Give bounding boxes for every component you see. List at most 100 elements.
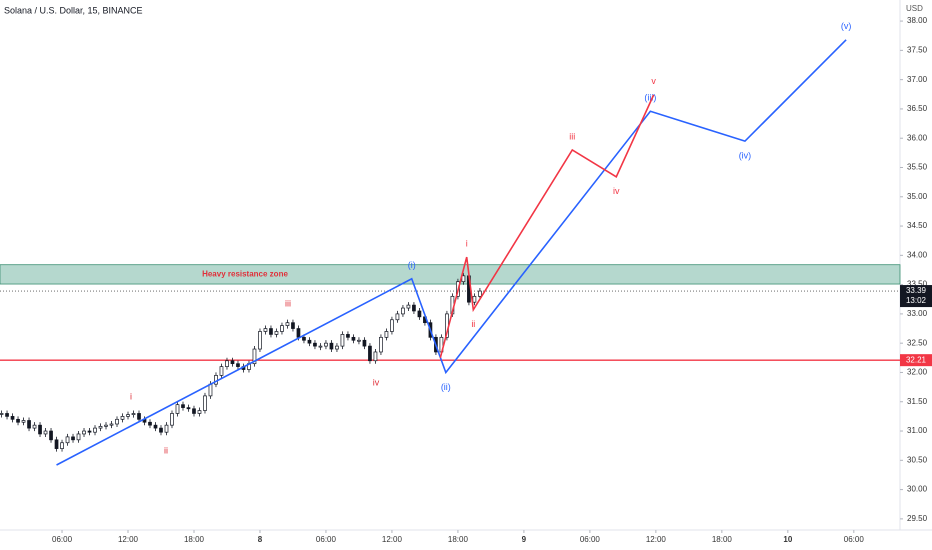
candle bbox=[197, 410, 202, 414]
candle bbox=[131, 413, 136, 415]
wave-label: (ii) bbox=[441, 382, 451, 392]
x-tick-label: 06:00 bbox=[52, 535, 73, 544]
x-tick-label: 18:00 bbox=[448, 535, 469, 544]
candle bbox=[263, 328, 268, 332]
candle bbox=[357, 339, 361, 342]
candle bbox=[368, 345, 372, 362]
candle bbox=[291, 322, 295, 329]
candle bbox=[472, 295, 477, 303]
x-tick-label: 18:00 bbox=[712, 535, 733, 544]
x-tick-label: 12:00 bbox=[382, 535, 403, 544]
candle bbox=[307, 339, 312, 344]
candle bbox=[274, 331, 279, 335]
candle bbox=[71, 436, 75, 441]
wave-label: ii bbox=[164, 445, 168, 455]
x-tick-label: 9 bbox=[522, 535, 527, 544]
y-tick-label: 35.50 bbox=[907, 163, 928, 172]
y-tick-label: 34.50 bbox=[907, 221, 928, 230]
x-tick-label: 06:00 bbox=[316, 535, 337, 544]
candle bbox=[412, 304, 416, 312]
wave-line bbox=[439, 94, 655, 359]
candle bbox=[417, 310, 422, 318]
candle bbox=[126, 414, 130, 417]
candle bbox=[208, 383, 213, 397]
y-tick-label: 38.00 bbox=[907, 16, 928, 25]
candle bbox=[390, 319, 394, 332]
wave-label: (iii) bbox=[644, 93, 656, 103]
candle bbox=[340, 334, 345, 347]
y-tick-label: 33.50 bbox=[907, 280, 928, 289]
y-tick-label: 32.00 bbox=[907, 368, 928, 377]
candle bbox=[379, 336, 383, 353]
candle bbox=[362, 339, 367, 347]
candle bbox=[192, 408, 196, 414]
candle bbox=[115, 418, 119, 425]
x-tick-label: 12:00 bbox=[118, 535, 139, 544]
wave-label: (iv) bbox=[739, 151, 752, 161]
candle bbox=[175, 404, 180, 414]
y-tick-label: 37.50 bbox=[907, 45, 928, 54]
candle bbox=[148, 421, 152, 426]
candle bbox=[10, 416, 15, 420]
currency: USD bbox=[906, 4, 923, 13]
y-tick-label: 36.50 bbox=[907, 104, 928, 113]
candle bbox=[87, 430, 92, 433]
candle bbox=[329, 342, 334, 350]
candle bbox=[181, 404, 185, 408]
x-tick-label: 12:00 bbox=[646, 535, 667, 544]
wave-label: iv bbox=[613, 186, 620, 196]
y-tick-label: 36.00 bbox=[907, 133, 928, 142]
y-tick-label: 34.00 bbox=[907, 250, 928, 259]
candle bbox=[335, 345, 339, 350]
wave-label: ii bbox=[471, 319, 475, 329]
chart-title: Solana / U.S. Dollar, 15, BINANCE bbox=[4, 5, 143, 15]
candle bbox=[137, 413, 141, 420]
y-tick-label: 31.50 bbox=[907, 397, 928, 406]
candle bbox=[236, 363, 240, 367]
wave-label: iii bbox=[285, 298, 291, 308]
candle bbox=[65, 436, 70, 444]
candle bbox=[159, 427, 163, 433]
candle bbox=[49, 430, 53, 441]
candle bbox=[346, 334, 350, 338]
candle bbox=[219, 366, 224, 376]
candle bbox=[82, 430, 86, 435]
candle bbox=[0, 413, 4, 415]
countdown: 13:02 bbox=[906, 296, 927, 305]
x-tick-label: 06:00 bbox=[580, 535, 601, 544]
candle bbox=[164, 424, 169, 433]
candle bbox=[269, 328, 273, 335]
wave-line bbox=[56, 39, 847, 466]
x-tick-label: 10 bbox=[783, 535, 792, 544]
y-tick-label: 29.50 bbox=[907, 514, 928, 523]
candle bbox=[186, 407, 191, 410]
candle bbox=[76, 433, 81, 441]
candle bbox=[54, 439, 59, 449]
candle bbox=[318, 345, 323, 348]
candle bbox=[225, 360, 229, 367]
y-tick-label: 35.00 bbox=[907, 192, 928, 201]
candle bbox=[406, 304, 411, 309]
last-price-label: 33.39 bbox=[906, 286, 927, 295]
candle bbox=[230, 360, 235, 365]
wave-label: (i) bbox=[408, 260, 416, 270]
candle bbox=[373, 351, 378, 362]
y-tick-label: 30.00 bbox=[907, 485, 928, 494]
candle bbox=[214, 375, 218, 385]
candle bbox=[16, 418, 20, 423]
candle bbox=[478, 290, 482, 297]
candle bbox=[32, 424, 37, 429]
candle bbox=[351, 336, 356, 341]
candle bbox=[384, 331, 389, 338]
y-tick-label: 33.00 bbox=[907, 309, 928, 318]
candle bbox=[203, 395, 207, 411]
support-tag bbox=[900, 354, 932, 367]
x-tick-label: 8 bbox=[258, 535, 263, 544]
x-tick-label: 18:00 bbox=[184, 535, 205, 544]
candle bbox=[324, 342, 328, 347]
candle bbox=[296, 328, 301, 338]
candle bbox=[98, 425, 103, 429]
candle bbox=[104, 424, 108, 427]
candle bbox=[109, 423, 114, 426]
